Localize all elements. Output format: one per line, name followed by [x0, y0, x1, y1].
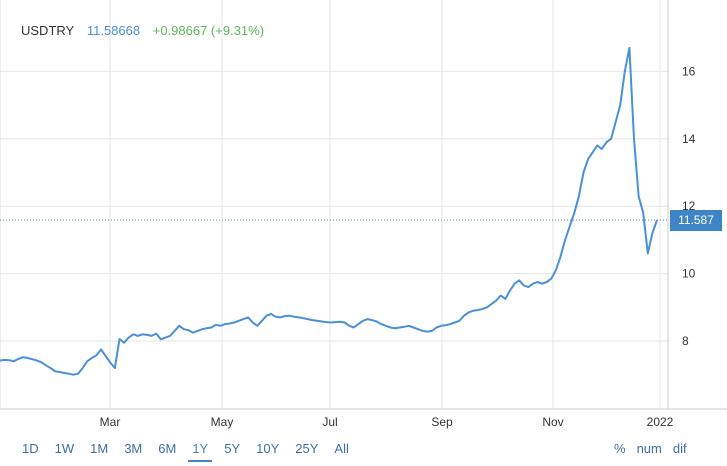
range-button-all[interactable]: All — [334, 441, 349, 456]
range-button-1d[interactable]: 1D — [22, 441, 39, 456]
range-button-1m[interactable]: 1M — [90, 441, 109, 456]
price-change: +0.98667 (+9.31%) — [152, 23, 265, 38]
mode-button-num[interactable]: num — [636, 441, 662, 456]
x-tick-label: May — [211, 415, 234, 429]
range-button-3m[interactable]: 3M — [124, 441, 143, 456]
y-tick-label: 10 — [682, 267, 696, 281]
y-tick-label: 12 — [682, 199, 696, 213]
last-price-tag: 11.587 — [670, 210, 722, 231]
x-tick-label: 2022 — [647, 415, 674, 429]
mode-buttons: % num dif — [614, 441, 698, 456]
chart-header: USDTRY 11.58668 +0.98667 (+9.31%) — [21, 23, 273, 38]
range-button-1w[interactable]: 1W — [54, 441, 75, 456]
range-buttons: 1D 1W 1M 3M 6M 1Y 5Y 10Y 25Y All — [14, 441, 357, 462]
y-tick-label: 14 — [682, 132, 696, 146]
x-tick-label: Nov — [542, 415, 563, 429]
last-price: 11.58668 — [86, 23, 141, 38]
series-line — [0, 46, 658, 376]
y-tick-label: 8 — [682, 334, 689, 348]
range-button-10y[interactable]: 10Y — [256, 441, 280, 456]
mode-button-percent[interactable]: % — [614, 441, 626, 456]
range-button-5y[interactable]: 5Y — [224, 441, 241, 456]
x-tick-label: Mar — [100, 415, 121, 429]
y-tick-label: 16 — [682, 64, 696, 78]
range-button-1y[interactable]: 1Y — [188, 441, 213, 462]
range-button-6m[interactable]: 6M — [158, 441, 177, 456]
mode-button-dif[interactable]: dif — [672, 441, 687, 456]
range-button-25y[interactable]: 25Y — [295, 441, 319, 456]
x-tick-label: Sep — [431, 415, 453, 429]
symbol-label: USDTRY — [21, 23, 75, 38]
x-tick-label: Jul — [322, 415, 337, 429]
